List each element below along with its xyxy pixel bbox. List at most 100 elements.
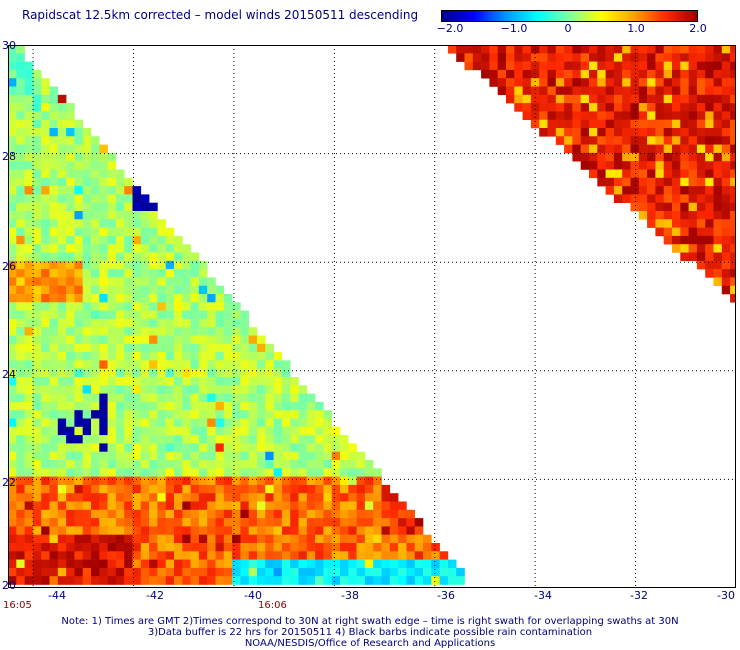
wind-diff-cell <box>298 493 308 502</box>
wind-diff-cell <box>373 559 382 569</box>
wind-diff-cell <box>489 69 498 79</box>
wind-diff-cell <box>663 227 673 237</box>
wind-diff-cell <box>672 227 681 237</box>
wind-diff-cell <box>115 576 125 585</box>
wind-diff-cell <box>223 534 233 544</box>
wind-diff-cell <box>331 501 341 511</box>
wind-diff-cell <box>41 78 50 87</box>
wind-diff-cell <box>140 269 150 278</box>
wind-diff-cell <box>41 177 50 187</box>
wind-diff-cell <box>16 302 25 311</box>
wind-diff-cell <box>730 152 736 162</box>
wind-diff-cell <box>655 94 664 104</box>
wind-diff-cell <box>115 186 125 195</box>
wind-diff-cell <box>57 567 67 577</box>
wind-diff-cell <box>638 161 648 170</box>
wind-diff-cell <box>115 435 125 444</box>
wind-diff-cell <box>74 128 83 137</box>
wind-diff-cell <box>190 567 200 577</box>
wind-diff-cell <box>248 410 258 419</box>
wind-diff-cell <box>66 211 75 220</box>
wind-diff-cell <box>91 368 100 378</box>
wind-diff-cell <box>572 128 581 137</box>
wind-diff-cell <box>223 302 233 311</box>
wind-diff-cell <box>41 136 50 145</box>
wind-diff-cell <box>572 103 581 112</box>
wind-diff-cell <box>730 269 736 278</box>
wind-diff-cell <box>66 343 75 353</box>
wind-diff-cell <box>547 78 557 87</box>
wind-diff-cell <box>730 260 736 270</box>
wind-diff-cell <box>423 576 432 585</box>
wind-diff-cell <box>74 285 83 295</box>
wind-diff-cell <box>655 53 664 62</box>
wind-diff-cell <box>157 418 166 428</box>
wind-diff-cell <box>364 551 374 560</box>
wind-diff-cell <box>8 260 17 270</box>
wind-diff-cell <box>82 559 92 569</box>
wind-diff-cell <box>688 119 698 129</box>
wind-diff-cell <box>605 86 615 96</box>
lat-label: 28 <box>2 150 16 163</box>
wind-diff-cell <box>265 551 274 560</box>
wind-diff-cell <box>82 211 92 220</box>
wind-diff-cell <box>41 460 50 469</box>
wind-diff-cell <box>91 343 100 353</box>
wind-diff-cell <box>140 318 150 328</box>
wind-diff-cell <box>663 94 673 104</box>
wind-diff-cell <box>41 360 50 369</box>
wind-diff-cell <box>555 45 565 54</box>
wind-diff-cell <box>57 302 67 311</box>
wind-diff-cell <box>157 501 166 511</box>
wind-diff-cell <box>24 534 34 544</box>
wind-diff-cell <box>207 509 216 519</box>
wind-diff-cell <box>32 410 42 419</box>
wind-diff-cell <box>696 194 706 203</box>
wind-diff-cell <box>298 435 308 444</box>
wind-diff-cell <box>82 476 92 486</box>
wind-diff-cell <box>132 567 142 577</box>
wind-diff-cell <box>207 543 216 552</box>
wind-diff-cell <box>389 559 399 569</box>
wind-diff-cell <box>149 377 158 386</box>
wind-diff-cell <box>323 501 332 511</box>
wind-diff-cell <box>680 128 689 137</box>
wind-diff-cell <box>265 377 274 386</box>
wind-diff-cell <box>705 144 714 154</box>
wind-diff-cell <box>157 343 166 353</box>
wind-diff-cell <box>572 45 581 54</box>
wind-diff-cell <box>555 86 565 96</box>
wind-difference-map <box>8 45 736 588</box>
wind-diff-cell <box>630 152 640 162</box>
wind-diff-cell <box>580 78 590 87</box>
wind-diff-cell <box>439 567 449 577</box>
wind-diff-cell <box>398 518 407 527</box>
wind-diff-cell <box>165 418 175 428</box>
wind-diff-cell <box>74 310 83 320</box>
wind-diff-cell <box>16 244 25 253</box>
wind-diff-cell <box>630 103 640 112</box>
wind-diff-cell <box>298 451 308 461</box>
wind-diff-cell <box>174 401 183 411</box>
wind-diff-cell <box>373 551 382 560</box>
wind-diff-cell <box>298 518 308 527</box>
wind-diff-cell <box>66 103 75 112</box>
wind-diff-cell <box>49 567 59 577</box>
wind-diff-cell <box>57 343 67 353</box>
wind-diff-cell <box>8 186 17 195</box>
wind-diff-cell <box>107 501 117 511</box>
wind-diff-cell <box>190 368 200 378</box>
wind-diff-cell <box>49 235 59 245</box>
wind-diff-cell <box>57 443 67 452</box>
wind-diff-cell <box>82 460 92 469</box>
wind-diff-cell <box>66 136 75 145</box>
wind-diff-cell <box>24 377 34 386</box>
wind-diff-cell <box>49 310 59 320</box>
wind-diff-cell <box>232 385 241 394</box>
lon-label: -38 <box>341 589 359 602</box>
wind-diff-cell <box>273 509 283 519</box>
wind-diff-cell <box>663 111 673 120</box>
wind-diff-cell <box>165 252 175 262</box>
wind-diff-cell <box>688 227 698 237</box>
wind-diff-cell <box>555 103 565 112</box>
